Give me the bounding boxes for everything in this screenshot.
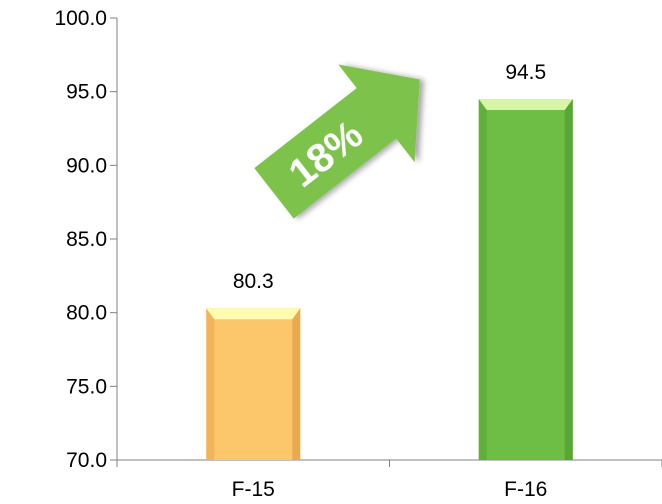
y-tick-label: 85.0 — [66, 228, 107, 251]
y-tick-label: 90.0 — [66, 154, 107, 177]
bar-f-15: 80.3 — [206, 270, 301, 460]
x-category-label: F-16 — [504, 478, 547, 501]
y-tick-label: 80.0 — [66, 302, 107, 325]
bars: 80.3 94.5 — [206, 61, 573, 461]
bar-face — [206, 308, 301, 460]
y-tick-label: 95.0 — [66, 81, 107, 104]
up-right-arrow-icon — [254, 64, 420, 219]
growth-annotation: 18% — [254, 64, 420, 219]
y-tick-label: 70.0 — [66, 449, 107, 472]
bar-right-bevel — [564, 99, 573, 461]
bar-f-16: 94.5 — [478, 61, 573, 461]
y-tick-label: 75.0 — [66, 375, 107, 398]
bar-left-bevel — [206, 308, 215, 460]
x-axis: F-15 F-16 — [116, 459, 662, 501]
bar-left-bevel — [478, 99, 487, 461]
bar-face — [478, 99, 573, 461]
data-label: 94.5 — [505, 61, 546, 84]
data-label: 80.3 — [233, 270, 274, 293]
bar-right-bevel — [292, 308, 301, 460]
y-tick-label: 100.0 — [54, 7, 107, 30]
x-category-label: F-15 — [232, 478, 275, 501]
y-axis: 70.0 75.0 80.0 85.0 90.0 95.0 100.0 — [54, 7, 118, 472]
bar-top-bevel — [206, 308, 301, 320]
bar-top-bevel — [478, 99, 573, 111]
